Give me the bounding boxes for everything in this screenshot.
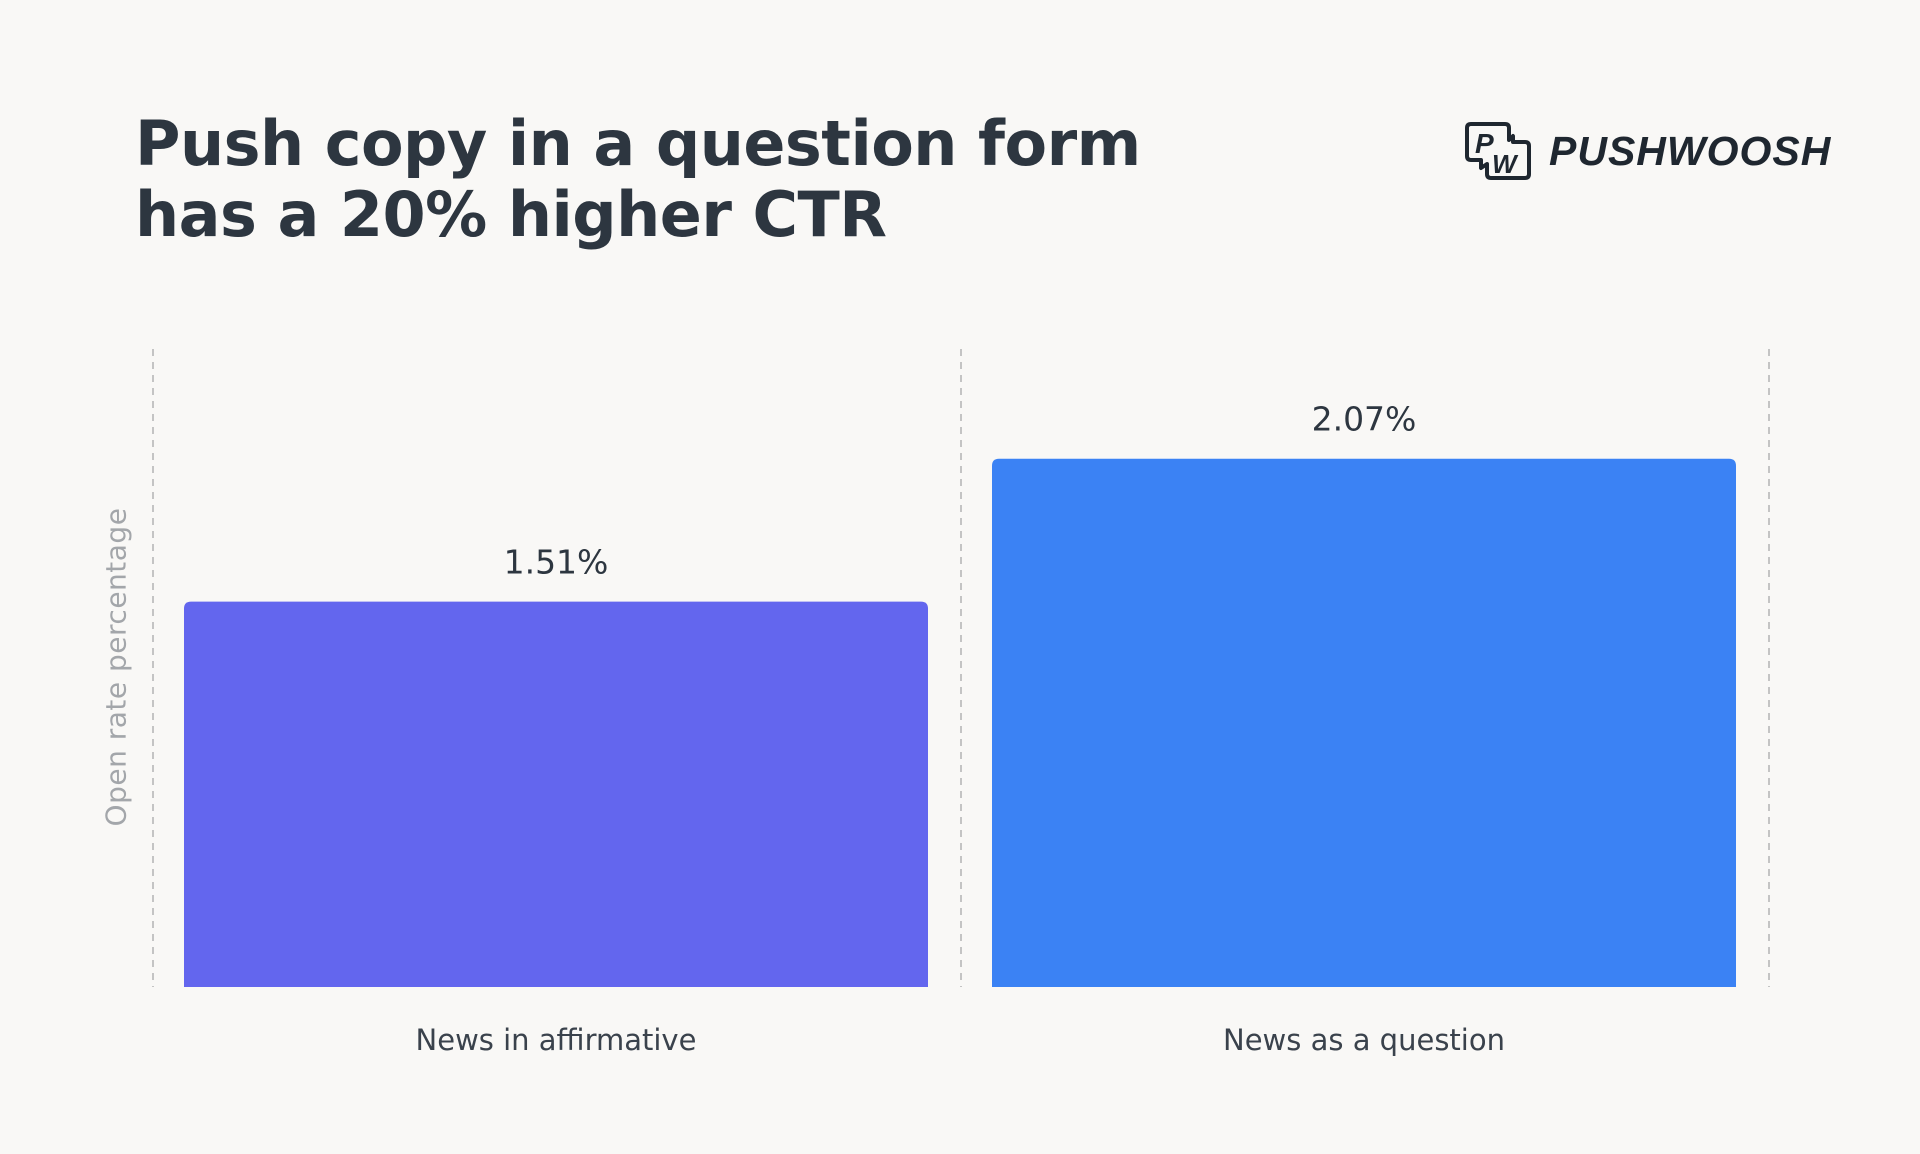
pw-logo-icon: P W (1465, 122, 1531, 180)
title-line-2: has a 20% higher CTR (135, 178, 887, 251)
data-label: 1.51% (504, 543, 609, 582)
category-label: News in affirmative (416, 1023, 697, 1057)
pushwoosh-logo: P W PUSHWOOSH (1465, 120, 1831, 182)
chart-title: Push copy in a question form has a 20% h… (135, 108, 1141, 250)
title-line-1: Push copy in a question form (135, 107, 1141, 180)
bar (992, 458, 1736, 988)
logo-text: PUSHWOOSH (1549, 127, 1832, 174)
bar (184, 601, 928, 987)
svg-text:P: P (1475, 128, 1494, 159)
svg-text:W: W (1492, 149, 1519, 179)
data-label: 2.07% (1312, 400, 1417, 439)
category-label: News as a question (1223, 1023, 1505, 1057)
